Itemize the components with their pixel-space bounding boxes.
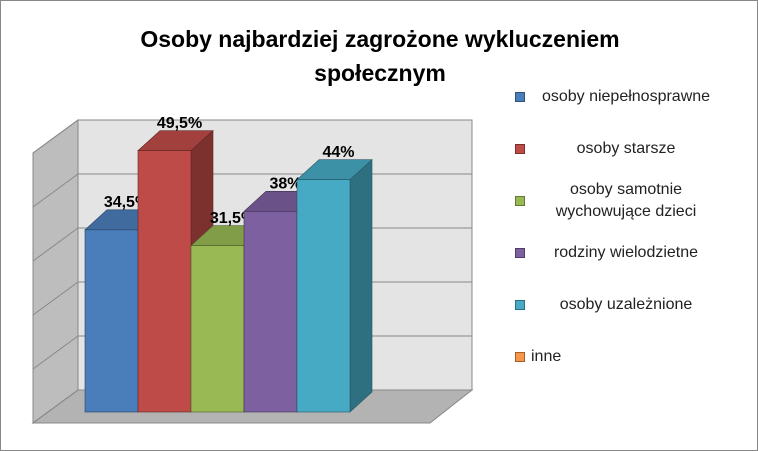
bar-front bbox=[190, 245, 245, 413]
data-label: 49,5% bbox=[157, 115, 202, 132]
bar-side bbox=[349, 159, 373, 413]
legend-swatch bbox=[515, 144, 525, 154]
legend-swatch bbox=[515, 300, 525, 310]
legend-item: osoby niepełnosprawne bbox=[515, 71, 745, 123]
legend-item: osoby starsze bbox=[515, 123, 745, 175]
legend: osoby niepełnosprawne osoby starsze osoby … bbox=[515, 71, 745, 383]
legend-item: inne bbox=[515, 331, 745, 383]
legend-swatch bbox=[515, 352, 525, 362]
legend-label: rodziny wielodzietne bbox=[553, 244, 699, 261]
bar-front bbox=[243, 211, 298, 413]
bar-front bbox=[296, 179, 351, 413]
legend-swatch bbox=[515, 196, 525, 206]
grid-line bbox=[32, 281, 79, 316]
bar-front bbox=[137, 150, 192, 413]
legend-swatch bbox=[515, 92, 525, 102]
legend-item: osoby uzależnione bbox=[515, 279, 745, 331]
grid-line bbox=[32, 173, 79, 208]
grid-line bbox=[32, 119, 79, 154]
bar bbox=[137, 129, 214, 413]
legend-label: inne bbox=[531, 348, 562, 365]
bar bbox=[296, 159, 373, 413]
side-wall bbox=[32, 119, 79, 424]
grid-line bbox=[32, 389, 79, 424]
grid-line bbox=[32, 335, 79, 370]
bar-front bbox=[84, 229, 139, 413]
legend-item: osoby samotnie wychowujące dzieci bbox=[515, 175, 745, 227]
grid-line bbox=[32, 227, 79, 262]
legend-swatch bbox=[515, 248, 525, 258]
chart-title: Osoby najbardziej zagrożone wykluczeniem… bbox=[140, 26, 620, 86]
legend-item: rodziny wielodzietne bbox=[515, 227, 745, 279]
data-label: 44% bbox=[322, 144, 354, 161]
legend-label: osoby niepełnosprawne bbox=[541, 88, 711, 105]
legend-label: osoby samotnie wychowujące dzieci bbox=[555, 181, 697, 220]
legend-label: osoby uzależnione bbox=[559, 296, 693, 313]
data-label: 38% bbox=[269, 176, 301, 193]
legend-label: osoby starsze bbox=[576, 140, 676, 157]
